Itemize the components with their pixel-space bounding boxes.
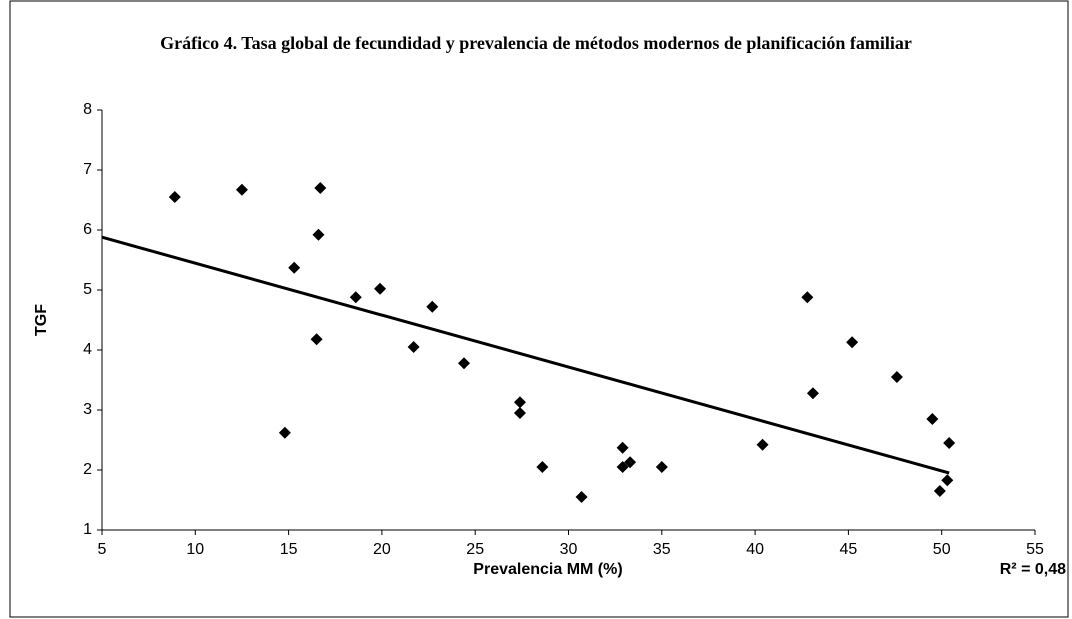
point (314, 182, 327, 194)
point (168, 191, 181, 203)
y-tick-label: 8 (83, 101, 92, 118)
chart-title: Gráfico 4. Tasa global de fecundidad y p… (160, 33, 912, 53)
point (616, 441, 629, 454)
y-tick-label: 6 (83, 221, 92, 238)
x-tick-label: 15 (280, 541, 298, 558)
point (536, 461, 549, 473)
point (616, 461, 629, 473)
x-tick-label: 55 (1026, 541, 1044, 558)
point (943, 437, 956, 449)
x-tick-label: 30 (560, 541, 578, 558)
chart-border (9, 0, 1069, 618)
point (310, 333, 323, 346)
y-axis-label: TGF (33, 304, 50, 336)
y-tick-label: 5 (83, 281, 92, 298)
y-tick-label: 4 (83, 341, 92, 358)
point (407, 341, 420, 353)
x-tick-label: 40 (746, 541, 764, 558)
point (312, 228, 325, 241)
point (374, 282, 387, 295)
point (801, 291, 814, 304)
point (933, 485, 946, 497)
point (513, 407, 526, 419)
point (846, 336, 859, 349)
x-tick-label: 5 (98, 541, 107, 558)
point (941, 474, 954, 487)
x-tick-label: 45 (840, 541, 858, 558)
x-tick-label: 20 (373, 541, 391, 558)
y-tick-label: 3 (83, 401, 92, 418)
point (756, 438, 769, 451)
point (288, 261, 301, 274)
point (806, 387, 819, 400)
y-tick-label: 2 (83, 461, 92, 478)
point (624, 456, 637, 469)
y-tick-label: 1 (83, 521, 92, 538)
point (513, 396, 526, 409)
point (278, 426, 291, 439)
r-squared: R² = 0,48 (1000, 561, 1066, 578)
y-tick-label: 7 (83, 161, 92, 178)
x-tick-label: 10 (186, 541, 204, 558)
point (426, 300, 439, 313)
trendline (101, 235, 950, 475)
x-tick-label: 50 (933, 541, 951, 558)
point (235, 183, 248, 196)
point (575, 491, 588, 503)
point (458, 357, 471, 370)
x-tick-label: 25 (466, 541, 484, 558)
point (926, 413, 939, 425)
point (655, 461, 668, 473)
x-axis-label: Prevalencia MM (%) (473, 561, 622, 578)
point (349, 291, 362, 304)
point (890, 371, 903, 383)
x-tick-label: 35 (653, 541, 671, 558)
